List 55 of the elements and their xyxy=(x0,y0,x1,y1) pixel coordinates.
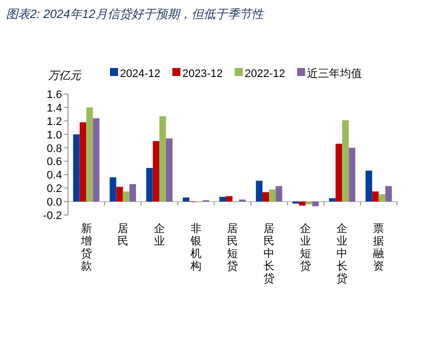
y-tick-label: -0.2 xyxy=(43,210,62,222)
bar xyxy=(348,148,356,202)
bar xyxy=(182,198,190,202)
x-tick-label: 新增贷款 xyxy=(80,222,92,272)
y-tick-label: 0.4 xyxy=(46,170,62,182)
bar xyxy=(306,202,312,204)
x-tick-label: 居民中长贷 xyxy=(264,223,275,285)
y-axis-title: 万亿元 xyxy=(48,70,82,82)
bar xyxy=(312,202,319,206)
bar xyxy=(378,194,386,202)
bar xyxy=(336,144,342,202)
bar xyxy=(92,118,100,202)
y-tick-label: 0.8 xyxy=(46,142,62,155)
bar xyxy=(159,116,166,202)
legend-label: 2023-12 xyxy=(182,68,223,80)
x-tick-label: 居民 xyxy=(117,223,128,248)
legend-label: 近三年均值 xyxy=(307,67,362,80)
chart-title: 图表2: 2024年12月信贷好于预期，但低于季节性 xyxy=(6,7,264,21)
y-tick-label: 1.2 xyxy=(46,116,62,128)
y-tick-label: 1.0 xyxy=(46,129,62,142)
legend-label: 2024-12 xyxy=(120,68,160,80)
x-tick-label: 企业短贷 xyxy=(300,223,312,272)
bar xyxy=(329,198,336,202)
bar xyxy=(366,170,372,202)
bar xyxy=(226,196,232,202)
bar xyxy=(276,186,282,202)
y-tick-label: 0.2 xyxy=(46,183,62,196)
bar xyxy=(80,122,86,202)
x-tick-label: 企业 xyxy=(154,223,165,248)
legend-label: 2022-12 xyxy=(244,68,286,80)
bar xyxy=(129,184,136,202)
y-tick-label: 0.6 xyxy=(46,156,62,168)
x-tick-label: 非银机构 xyxy=(189,222,202,272)
x-tick-label: 票据融资 xyxy=(373,223,384,272)
bar xyxy=(372,191,379,202)
bar xyxy=(269,189,276,202)
x-tick-label: 企业中长贷 xyxy=(336,223,348,285)
bar xyxy=(256,180,262,202)
bar xyxy=(299,202,306,206)
x-tick-label: 居民短贷 xyxy=(227,223,238,272)
y-tick-label: 0.0 xyxy=(46,196,62,209)
bar xyxy=(86,107,93,202)
bar xyxy=(146,168,153,202)
bar xyxy=(110,177,116,202)
bar xyxy=(385,186,392,202)
bar xyxy=(219,196,226,202)
bar xyxy=(152,141,160,202)
y-tick-label: 1.4 xyxy=(46,102,62,114)
bar xyxy=(342,120,349,202)
bar xyxy=(122,191,130,202)
bar xyxy=(73,134,80,202)
y-tick-label: 1.6 xyxy=(46,89,62,101)
bar xyxy=(116,186,123,202)
bar xyxy=(166,138,173,202)
bar xyxy=(262,192,270,202)
